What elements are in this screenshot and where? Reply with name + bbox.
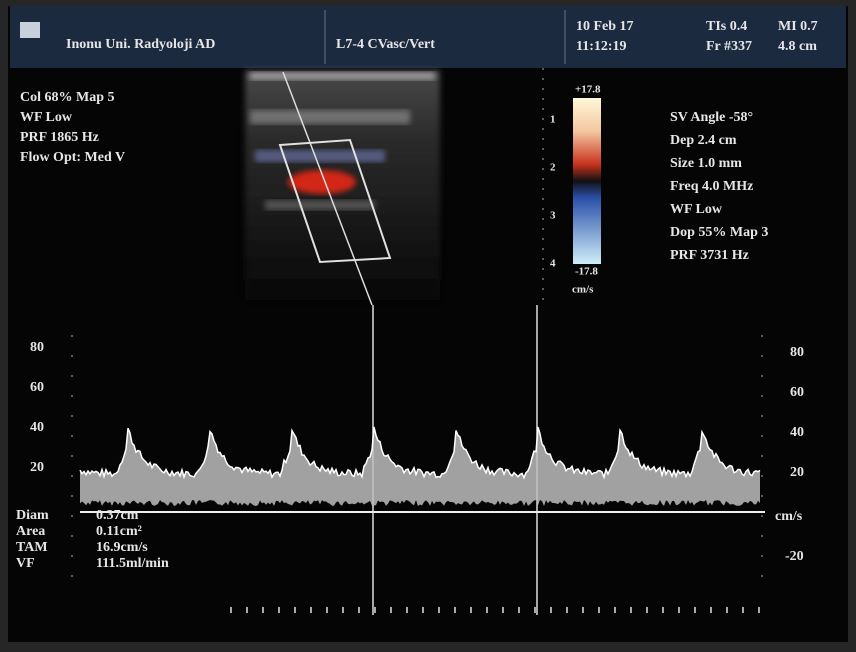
measurement-label: Diam [16,508,49,523]
mi: MI 0.7 [778,19,818,34]
doppler-param: Freq 4.0 MHz [670,179,753,194]
depth-label: 1 [550,114,556,126]
right-scale-label: 40 [790,425,804,440]
right-scale-label: 60 [790,385,804,400]
probe: L7-4 CVasc/Vert [336,37,435,52]
color-unit: cm/s [572,284,594,296]
doppler-param: Dop 55% Map 3 [670,225,768,240]
menu-icon [20,22,40,38]
tis: TIs 0.4 [706,19,747,34]
left-scale-label: 20 [30,460,44,475]
tissue-layer [250,72,435,80]
tissue-layer [265,200,375,210]
measurement-label: Area [16,524,45,539]
color-max: +17.8 [575,84,601,96]
color-bar [573,98,601,264]
color-param: WF Low [20,110,73,125]
color-param: Col 68% Map 5 [20,90,115,105]
doppler-param: SV Angle -58° [670,110,753,125]
doppler-param: WF Low [670,202,723,217]
right-scale-label: 20 [790,465,804,480]
left-scale-label: 60 [30,380,44,395]
color-param: PRF 1865 Hz [20,130,99,145]
date: 10 Feb 17 [576,19,634,34]
measurement-value: 0.37cm [96,508,139,523]
color-param: Flow Opt: Med V [20,150,125,165]
frame-rate: Fr #337 [706,39,752,54]
time: 11:12:19 [576,39,627,54]
left-scale-label: 40 [30,420,44,435]
depth-label: 3 [550,210,556,222]
right-scale-unit: cm/s [775,509,803,524]
doppler-param: PRF 3731 Hz [670,248,749,263]
depth-label: 2 [550,162,556,174]
depth-label: 4 [550,258,556,270]
measurement-value: 16.9cm/s [96,540,148,555]
right-scale-label: 80 [790,345,804,360]
right-scale-label: -20 [785,549,804,564]
doppler-param: Dep 2.4 cm [670,133,737,148]
color-min: -17.8 [575,266,598,278]
ultrasound-screen: Inonu Uni. Radyoloji AD L7-4 CVasc/Vert … [0,0,856,652]
measurement-label: TAM [16,540,48,555]
measurement-label: VF [16,556,35,571]
tissue-layer [250,110,410,124]
institution: Inonu Uni. Radyoloji AD [66,37,215,52]
depth: 4.8 cm [778,39,817,54]
left-scale-label: 80 [30,340,44,355]
measurement-value: 111.5ml/min [96,556,169,571]
tissue-layer [255,150,385,162]
doppler-param: Size 1.0 mm [670,156,742,171]
measurement-value: 0.11cm² [96,524,142,539]
